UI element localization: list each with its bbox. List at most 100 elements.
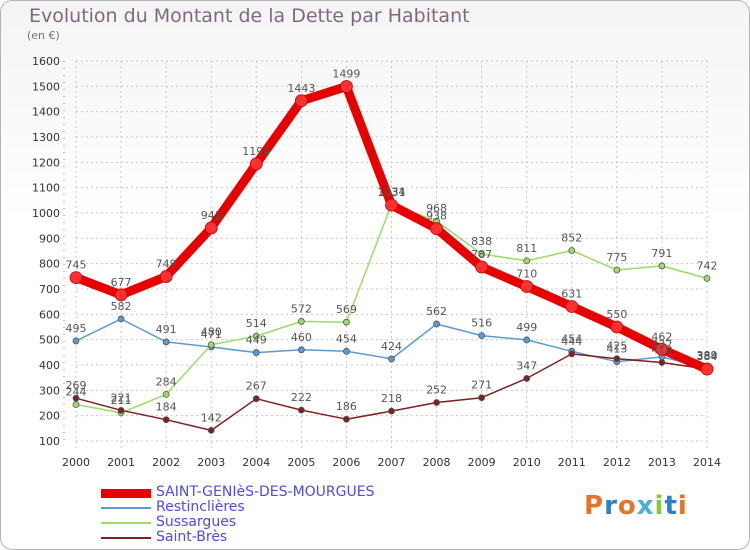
legend-swatch xyxy=(101,522,151,524)
data-point xyxy=(700,362,714,376)
data-point xyxy=(114,288,128,302)
data-label: 572 xyxy=(291,302,312,315)
x-tick-label: 2001 xyxy=(107,456,135,469)
data-label: 838 xyxy=(471,235,492,248)
x-tick-label: 2000 xyxy=(62,456,90,469)
data-point xyxy=(162,416,170,424)
data-label: 425 xyxy=(606,340,627,353)
data-point xyxy=(117,406,125,414)
data-label: 938 xyxy=(426,210,447,223)
y-tick-label: 900 xyxy=(39,232,60,245)
data-label: 491 xyxy=(156,323,177,336)
data-point xyxy=(523,375,531,382)
data-point xyxy=(430,222,443,236)
data-label: 218 xyxy=(381,392,402,405)
data-label: 271 xyxy=(471,379,492,392)
logo-letter: P xyxy=(584,491,605,521)
data-label: 749 xyxy=(156,258,177,271)
data-point xyxy=(433,399,440,406)
x-tick-label: 2008 xyxy=(423,456,451,469)
data-point xyxy=(565,300,579,313)
x-tick-label: 2005 xyxy=(287,456,315,469)
chart-subtitle: (en €) xyxy=(27,29,60,42)
data-point xyxy=(568,350,576,358)
data-label: 1443 xyxy=(287,82,315,95)
data-point xyxy=(297,346,305,354)
y-tick-label: 1600 xyxy=(32,55,60,68)
data-point xyxy=(658,262,666,270)
logo-letter: i xyxy=(677,491,688,521)
data-label: 742 xyxy=(697,259,718,272)
data-point xyxy=(69,271,83,285)
data-label: 852 xyxy=(561,231,582,244)
data-point xyxy=(159,270,173,283)
x-tick-label: 2007 xyxy=(378,456,406,469)
data-label: 244 xyxy=(66,386,87,399)
data-label: 499 xyxy=(516,321,537,334)
y-tick-label: 700 xyxy=(39,283,60,296)
data-label: 186 xyxy=(336,400,357,413)
data-label: 184 xyxy=(156,401,177,414)
x-tick-label: 2004 xyxy=(242,456,270,469)
data-point xyxy=(249,157,263,171)
data-label: 211 xyxy=(111,394,132,407)
data-point xyxy=(520,280,534,293)
data-point xyxy=(72,337,80,345)
legend-swatch xyxy=(101,537,151,539)
data-point xyxy=(478,332,486,340)
data-point xyxy=(252,395,260,403)
proxiti-logo: Proxiti xyxy=(584,491,688,521)
legend-label: Saint-Brès xyxy=(156,529,228,545)
data-point xyxy=(117,315,125,323)
data-point xyxy=(658,359,666,366)
data-point xyxy=(433,320,440,328)
logo-letter: o xyxy=(617,491,637,521)
y-tick-label: 100 xyxy=(39,435,60,448)
data-point xyxy=(613,266,621,274)
data-label: 424 xyxy=(381,340,402,353)
data-point xyxy=(340,80,353,93)
data-label: 460 xyxy=(291,331,312,344)
data-label: 384 xyxy=(697,350,718,363)
y-tick-label: 500 xyxy=(39,334,60,347)
data-label: 1031 xyxy=(378,186,406,199)
data-label: 968 xyxy=(426,202,447,215)
data-point xyxy=(343,415,350,423)
x-tick-label: 2009 xyxy=(468,456,496,469)
data-label: 444 xyxy=(561,335,582,348)
data-point xyxy=(204,221,218,235)
legend-swatch xyxy=(101,507,151,509)
data-label: 454 xyxy=(561,332,582,345)
data-label: 410 xyxy=(651,343,672,356)
data-point xyxy=(568,247,576,254)
data-label: 284 xyxy=(156,375,177,388)
data-label: 432 xyxy=(651,338,672,351)
data-point xyxy=(72,394,80,402)
data-label: 811 xyxy=(516,242,537,255)
data-label: 775 xyxy=(606,251,627,264)
y-tick-label: 600 xyxy=(39,308,60,321)
legend-label: Restinclières xyxy=(156,499,245,515)
data-point xyxy=(72,401,80,408)
data-label: 389 xyxy=(697,349,718,362)
x-tick-label: 2010 xyxy=(513,456,541,469)
data-label: 221 xyxy=(111,391,132,404)
data-label: 267 xyxy=(246,380,267,393)
data-label: 516 xyxy=(471,317,492,330)
data-label: 941 xyxy=(201,209,222,222)
x-tick-label: 2006 xyxy=(332,456,360,469)
data-label: 462 xyxy=(651,330,672,343)
data-point xyxy=(207,426,215,434)
data-label: 1034 xyxy=(378,185,406,198)
data-label: 631 xyxy=(561,287,582,300)
data-label: 252 xyxy=(426,383,447,396)
data-label: 413 xyxy=(606,343,627,356)
logo-letter: t xyxy=(664,491,678,521)
legend-label: SAINT-GENIèS-DES-MOURGUES xyxy=(156,484,375,500)
data-point xyxy=(162,338,170,346)
data-label: 471 xyxy=(201,328,222,341)
y-tick-label: 1300 xyxy=(32,131,60,144)
data-point xyxy=(162,390,170,398)
legend-swatch xyxy=(101,489,151,498)
